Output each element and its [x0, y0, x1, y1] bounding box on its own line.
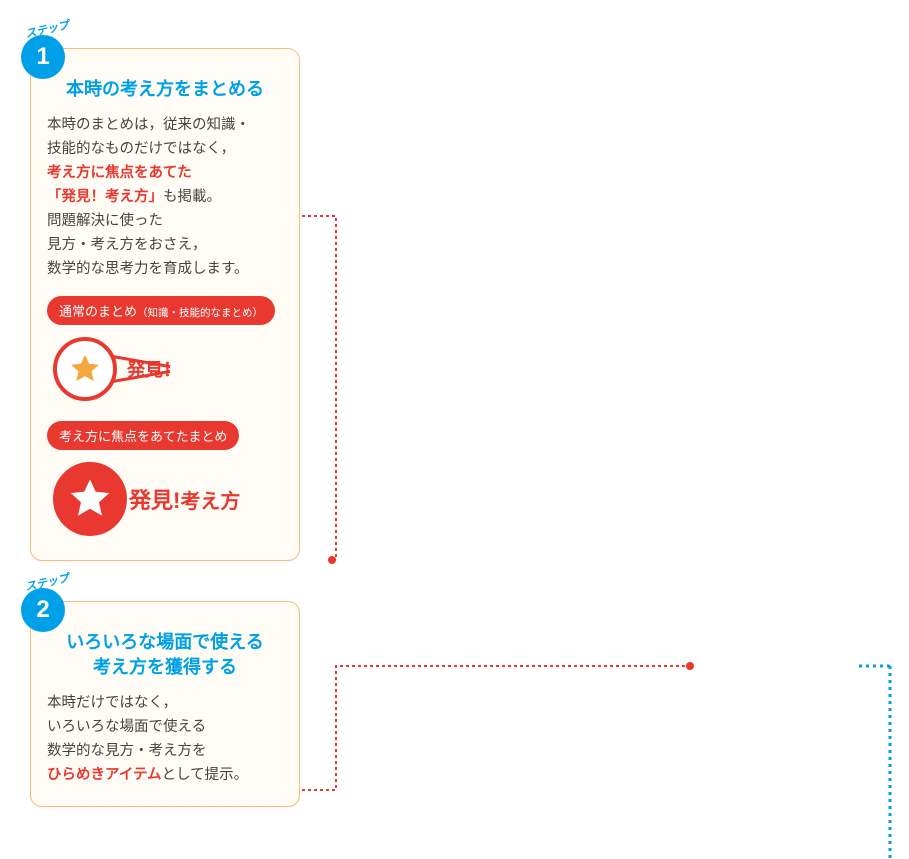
step-2-title-line2: 考え方を獲得する: [93, 657, 237, 677]
step-1-body-line2: 技能的なものだけではなく，: [47, 141, 235, 157]
step-1-body-after-red: も掲載。: [163, 189, 221, 205]
step-1-body-red1: 考え方に焦点をあてた: [47, 165, 192, 181]
step-1-card: ステップ 1 本時の考え方をまとめる 本時のまとめは，従来の知識・ 技能的なもの…: [30, 48, 300, 561]
step-2-card: ステップ 2 いろいろな場面で使える 考え方を獲得する 本時だけではなく， いろ…: [30, 601, 300, 807]
discovery-badge-2-text-b: 考え方: [180, 491, 240, 513]
step-2-badge: ステップ 2: [21, 574, 69, 632]
step-2-body: 本時だけではなく， いろいろな場面で使える 数学的な見方・考え方を ひらめきアイ…: [47, 692, 283, 788]
step-1-body: 本時のまとめは，従来の知識・ 技能的なものだけではなく， 考え方に焦点をあてた …: [47, 114, 283, 281]
discovery-badge-1: 発見！: [53, 337, 283, 401]
step-1-body-line4: 見方・考え方をおさえ，: [47, 237, 207, 253]
step-1-pill-1-main: 通常のまとめ: [59, 304, 137, 319]
step-2-body-line2: いろいろな場面で使える: [47, 719, 206, 735]
step-1-body-line5: 数学的な思考力を育成します。: [47, 261, 249, 277]
step-2-title-line1: いろいろな場面で使える: [66, 632, 263, 652]
step-1-badge: ステップ 1: [21, 21, 69, 79]
discovery-badge-2: 発見!考え方: [53, 462, 283, 536]
step-2-body-after-red: として提示。: [162, 767, 249, 783]
step-1-number: 1: [21, 35, 65, 79]
discovery-badge-2-text-a: 発見!: [129, 488, 180, 513]
step-1-body-red2: 「発見！考え方」: [47, 189, 163, 205]
step-1-body-line1: 本時のまとめは，従来の知識・: [47, 117, 250, 133]
step-1-pill-1: 通常のまとめ（知識・技能的なまとめ）: [47, 296, 275, 325]
step-2-body-line1: 本時だけではなく，: [47, 695, 177, 711]
discovery-badge-1-text: 発見！: [111, 356, 189, 382]
step-1-title: 本時の考え方をまとめる: [47, 77, 283, 102]
step-2-body-red: ひらめきアイテム: [47, 767, 162, 783]
discovery-badge-2-text: 発見!考え方: [121, 483, 240, 515]
star-icon: [53, 337, 117, 401]
step-1-body-line3: 問題解決に使った: [47, 213, 163, 229]
step-2-body-line3: 数学的な見方・考え方を: [47, 743, 207, 759]
star-icon: [53, 462, 127, 536]
step-2-title: いろいろな場面で使える 考え方を獲得する: [47, 630, 283, 680]
step-1-pill-1-sub: （知識・技能的なまとめ）: [137, 307, 263, 319]
step-1-pill-2: 考え方に焦点をあてたまとめ: [47, 421, 239, 450]
